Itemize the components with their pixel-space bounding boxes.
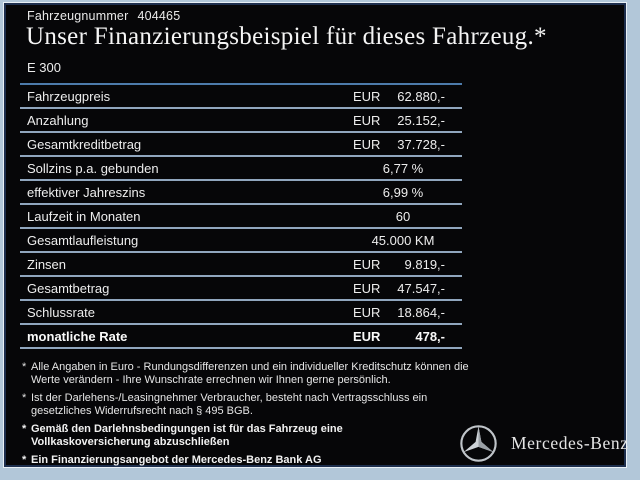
row-currency: EUR bbox=[353, 304, 381, 320]
brand-wordmark: Mercedes-Benz bbox=[511, 432, 629, 453]
row-value: 37.728,- bbox=[397, 136, 445, 152]
footnote: * Ein Finanzierungsangebot der Mercedes-… bbox=[22, 454, 474, 467]
footnotes: * Alle Angaben in Euro - Rundungsdiffere… bbox=[22, 361, 474, 472]
vehicle-number: Fahrzeugnummer 404465 bbox=[27, 9, 180, 23]
row-currency: EUR bbox=[353, 328, 381, 344]
vehicle-number-value: 404465 bbox=[137, 9, 181, 23]
row-value: 6,99 % bbox=[382, 184, 424, 200]
row-value: 62.880,- bbox=[397, 88, 445, 104]
row-currency: EUR bbox=[353, 280, 381, 296]
row-label: Sollzins p.a. gebunden bbox=[27, 160, 159, 176]
footnote-line: Vollkaskoversicherung abzuschließen bbox=[31, 436, 230, 448]
row-label: Zinsen bbox=[27, 256, 67, 272]
table-row-monthly-rate: monatliche Rate EUR 478,- bbox=[20, 325, 462, 349]
table-row: Gesamtkreditbetrag EUR 37.728,- bbox=[20, 133, 462, 157]
row-value: 60 bbox=[395, 208, 411, 224]
row-value: 47.547,- bbox=[397, 280, 445, 296]
page-title: Unser Finanzierungsbeispiel für dieses F… bbox=[26, 23, 547, 50]
table-row: Fahrzeugpreis EUR 62.880,- bbox=[20, 85, 462, 109]
row-value: 6,77 % bbox=[382, 160, 424, 176]
footnote-line: Ist der Darlehens-/Leasingnehmer Verbrau… bbox=[31, 392, 428, 404]
brand-block: Mercedes-Benz bbox=[459, 420, 629, 466]
row-label: Anzahlung bbox=[27, 112, 89, 128]
financing-table: Fahrzeugpreis EUR 62.880,- Anzahlung EUR 2… bbox=[20, 83, 462, 349]
footnote: * Alle Angaben in Euro - Rundungsdiffere… bbox=[22, 361, 474, 387]
row-currency: EUR bbox=[353, 136, 381, 152]
table-row: Gesamtbetrag EUR 47.547,- bbox=[20, 277, 462, 301]
row-currency: EUR bbox=[353, 88, 381, 104]
table-row: Gesamtlaufleistung 45.000 KM bbox=[20, 229, 462, 253]
row-label: Gesamtkreditbetrag bbox=[27, 136, 142, 152]
row-currency: EUR bbox=[353, 112, 381, 128]
footnote-line: gesetzliches Widerrufsrecht nach § 495 B… bbox=[31, 405, 253, 417]
table-row: effektiver Jahreszins 6,99 % bbox=[20, 181, 462, 205]
vehicle-number-label: Fahrzeugnummer bbox=[27, 9, 129, 23]
row-label: Gesamtlaufleistung bbox=[27, 232, 139, 248]
table-row: Anzahlung EUR 25.152,- bbox=[20, 109, 462, 133]
footnote-line: Werte verändern - Ihre Wunschrate errech… bbox=[31, 374, 391, 386]
table-row: Zinsen EUR 9.819,- bbox=[20, 253, 462, 277]
vehicle-model: E 300 bbox=[27, 60, 61, 75]
asterisk-marker: * bbox=[22, 361, 27, 373]
offer-panel: Fahrzeugnummer 404465 Unser Finanzierungs… bbox=[4, 3, 629, 467]
row-label: Schlussrate bbox=[27, 304, 95, 320]
row-value: 9.819,- bbox=[404, 256, 445, 272]
row-label: monatliche Rate bbox=[27, 328, 128, 344]
asterisk-marker: * bbox=[22, 392, 27, 404]
footnote: * Gemäß den Darlehnsbedingungen ist für … bbox=[22, 423, 474, 449]
row-label: effektiver Jahreszins bbox=[27, 184, 146, 200]
row-value: 478,- bbox=[415, 328, 445, 344]
footnote-line: Gemäß den Darlehnsbedingungen ist für da… bbox=[31, 423, 343, 435]
footnote: * Ist der Darlehens-/Leasingnehmer Verbr… bbox=[22, 392, 474, 418]
row-value: 45.000 KM bbox=[371, 232, 435, 248]
table-row: Sollzins p.a. gebunden 6,77 % bbox=[20, 157, 462, 181]
footnote-line: Alle Angaben in Euro - Rundungsdifferenz… bbox=[31, 361, 469, 373]
table-row: Schlussrate EUR 18.864,- bbox=[20, 301, 462, 325]
row-value: 18.864,- bbox=[397, 304, 445, 320]
row-label: Fahrzeugpreis bbox=[27, 88, 111, 104]
footnote-line: Ein Finanzierungsangebot der Mercedes-Be… bbox=[31, 454, 322, 466]
row-label: Laufzeit in Monaten bbox=[27, 208, 141, 224]
asterisk-marker: * bbox=[22, 423, 27, 435]
row-label: Gesamtbetrag bbox=[27, 280, 110, 296]
asterisk-marker: * bbox=[22, 454, 27, 466]
mercedes-star-icon bbox=[460, 424, 497, 462]
row-currency: EUR bbox=[353, 256, 381, 272]
row-value: 25.152,- bbox=[397, 112, 445, 128]
table-row: Laufzeit in Monaten 60 bbox=[20, 205, 462, 229]
